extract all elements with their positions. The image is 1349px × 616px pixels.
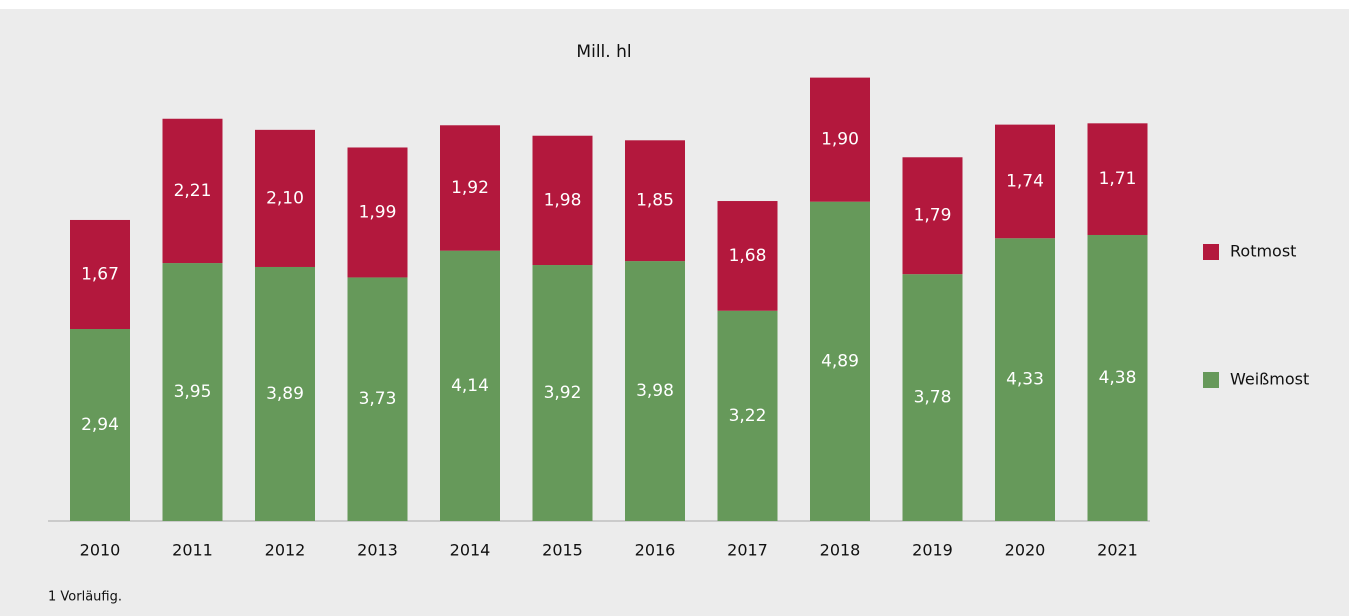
data-label: 1,71 — [1099, 169, 1137, 189]
bar-segment — [532, 135, 593, 266]
data-label: 1,98 — [544, 190, 582, 210]
x-tick-label: 2020 — [1005, 541, 1046, 560]
bar-segment — [70, 329, 130, 521]
x-tick-label: 2021 — [1097, 541, 1138, 560]
bar-segment — [255, 266, 315, 521]
bar-segment — [70, 219, 130, 330]
bar-segment — [162, 263, 223, 521]
legend-label: Rotmost — [1230, 242, 1296, 261]
bar-segment — [440, 250, 500, 521]
bar-segment — [1087, 123, 1148, 235]
bar-segment — [995, 238, 1055, 521]
bar-segment — [347, 277, 408, 521]
x-tick-label: 2013 — [357, 541, 398, 560]
data-label: 1,74 — [1006, 171, 1044, 191]
x-tick-label: 2019 — [912, 541, 953, 560]
data-label: 2,94 — [81, 415, 119, 435]
legend-swatch — [1203, 372, 1219, 388]
data-label: 3,78 — [914, 388, 952, 408]
x-tick-label: 2018 — [820, 541, 861, 560]
data-label: 4,33 — [1006, 370, 1044, 390]
bar-segment — [532, 265, 593, 521]
bar-segment — [717, 201, 778, 311]
footnote: 1 Vorläufig. — [48, 590, 122, 605]
bar-segment — [625, 140, 685, 262]
bar-segment — [1087, 234, 1148, 521]
bar-segment — [810, 77, 870, 202]
data-label: 1,90 — [821, 130, 859, 150]
x-tick-label: 2012 — [265, 541, 306, 560]
bar-segment — [810, 201, 870, 522]
data-label: 3,73 — [359, 389, 397, 409]
bar-segment — [717, 310, 778, 521]
data-label: 1,79 — [914, 206, 952, 226]
data-label: 1,67 — [81, 264, 119, 284]
data-label: 2,21 — [174, 181, 212, 201]
chart-title: Mill. hl — [576, 42, 631, 62]
bar-segment — [255, 129, 315, 267]
x-tick-label: 2014 — [450, 541, 491, 560]
data-label: 4,89 — [821, 351, 859, 371]
data-label: 3,92 — [544, 383, 582, 403]
x-tick-label: 2010 — [80, 541, 121, 560]
bar-segment — [347, 147, 408, 278]
data-label: 3,98 — [636, 381, 674, 401]
legend-swatch — [1203, 244, 1219, 260]
data-label: 1,92 — [451, 178, 489, 198]
x-tick-label: 2015 — [542, 541, 583, 560]
data-label: 3,22 — [729, 406, 767, 426]
bar-segment — [625, 261, 685, 521]
bar-segment — [440, 125, 500, 251]
legend-label: Weißmost — [1230, 370, 1309, 389]
data-label: 2,10 — [266, 188, 304, 208]
x-tick-label: 2011 — [172, 541, 213, 560]
bar-segment — [902, 157, 963, 275]
data-label: 1,99 — [359, 202, 397, 222]
bar-segment — [995, 124, 1055, 239]
bar-segment — [162, 118, 223, 264]
data-label: 4,14 — [451, 376, 489, 396]
x-tick-label: 2017 — [727, 541, 768, 560]
data-label: 3,89 — [266, 384, 304, 404]
data-label: 1,68 — [729, 246, 767, 266]
data-label: 4,38 — [1099, 368, 1137, 388]
data-label: 1,85 — [636, 191, 674, 211]
data-label: 3,95 — [174, 382, 212, 402]
x-tick-label: 2016 — [635, 541, 676, 560]
bar-segment — [902, 274, 963, 521]
